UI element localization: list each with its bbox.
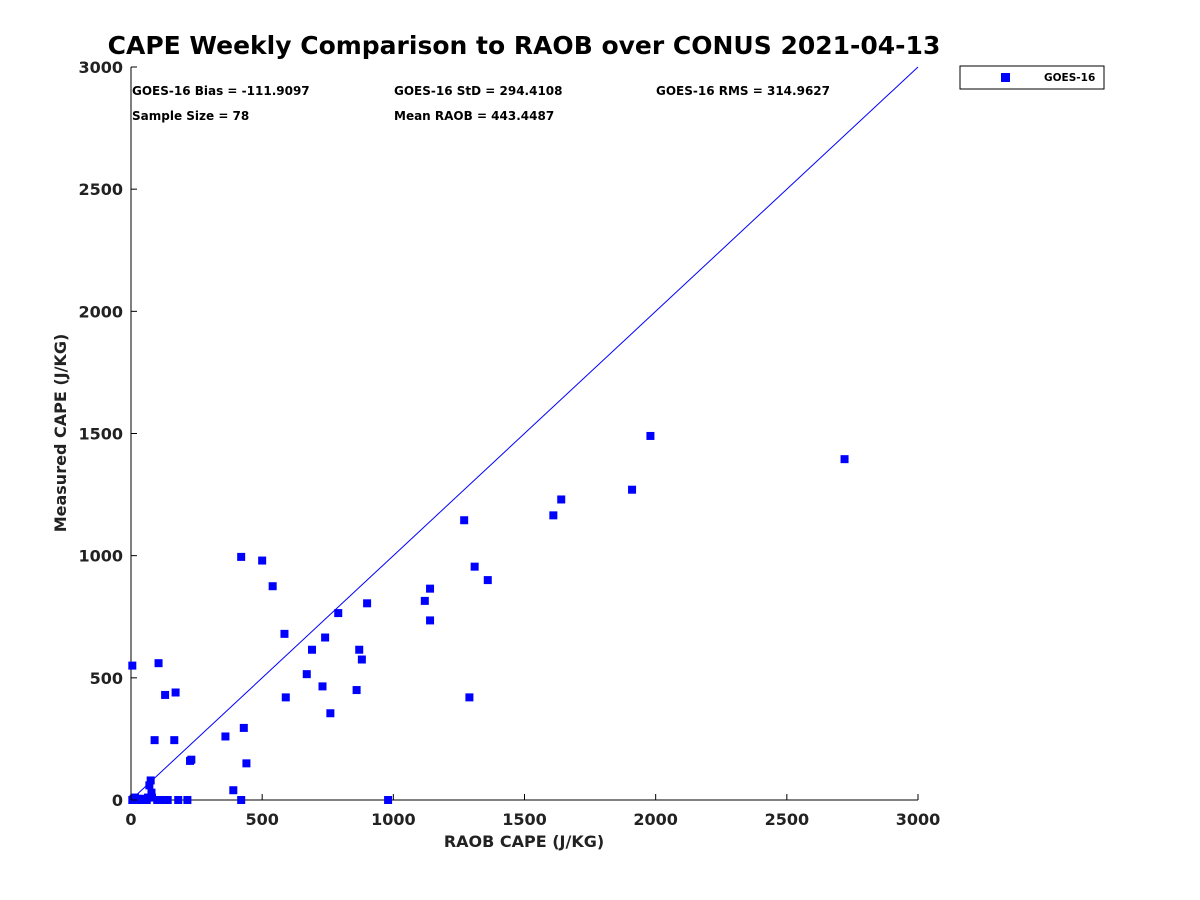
- data-point: [229, 786, 238, 795]
- data-point: [174, 796, 183, 804]
- mean-raob-annotation: Mean RAOB = 443.4487: [394, 109, 554, 123]
- data-point: [163, 796, 172, 804]
- legend-marker-goes16: [1001, 73, 1010, 82]
- data-point: [170, 736, 179, 745]
- data-point: [154, 659, 163, 668]
- data-point: [384, 796, 393, 804]
- data-point: [281, 693, 290, 702]
- reference-line-layer: [130, 66, 919, 801]
- data-point: [321, 633, 330, 642]
- x-tick-label: 500: [245, 810, 278, 829]
- data-point: [145, 781, 154, 790]
- legend-box: [959, 65, 1105, 90]
- data-point: [268, 582, 277, 591]
- data-point: [326, 709, 335, 718]
- y-axis-label: Measured CAPE (J/KG): [51, 334, 70, 533]
- data-point: [237, 552, 246, 561]
- data-point: [258, 556, 267, 565]
- data-point: [646, 431, 655, 440]
- stats-annotations: GOES-16 Bias = -111.9097 GOES-16 StD = 2…: [132, 84, 830, 123]
- x-tick-label: 1500: [502, 810, 547, 829]
- data-points: [128, 431, 849, 804]
- data-point: [460, 516, 469, 525]
- x-tick-label: 2500: [765, 810, 810, 829]
- data-point: [465, 693, 474, 702]
- data-point: [557, 495, 566, 504]
- y-tick-label: 2500: [78, 180, 123, 199]
- data-point: [280, 629, 289, 638]
- y-tick-label: 2000: [78, 302, 123, 321]
- legend: GOES-16: [959, 65, 1105, 90]
- data-point: [161, 690, 170, 699]
- data-point: [426, 616, 435, 625]
- data-point: [318, 682, 327, 691]
- data-point: [420, 596, 429, 605]
- one-to-one-line: [130, 66, 919, 801]
- data-point: [237, 796, 246, 804]
- data-point: [308, 645, 317, 654]
- data-point: [171, 688, 180, 697]
- data-point: [483, 576, 492, 585]
- legend-label-goes16: GOES-16: [1044, 72, 1095, 84]
- y-tick-label: 1000: [78, 547, 123, 566]
- data-point: [147, 793, 156, 802]
- y-tick-label: 500: [90, 669, 123, 688]
- x-tick-label: 1000: [371, 810, 416, 829]
- data-point: [363, 599, 372, 608]
- std-annotation: GOES-16 StD = 294.4108: [394, 84, 563, 98]
- data-point: [183, 796, 192, 804]
- x-tick-label: 3000: [896, 810, 941, 829]
- y-axis-ticks: 0 500 1000 1500 2000 2500 3000: [78, 58, 137, 810]
- data-point: [146, 776, 155, 785]
- data-point: [221, 732, 230, 741]
- data-point: [150, 736, 159, 745]
- x-tick-label: 0: [125, 810, 136, 829]
- bias-annotation: GOES-16 Bias = -111.9097: [132, 84, 310, 98]
- data-point: [239, 723, 248, 732]
- data-point: [242, 759, 251, 768]
- data-point: [628, 485, 637, 494]
- x-axis-label: RAOB CAPE (J/KG): [444, 832, 604, 851]
- data-point: [355, 645, 364, 654]
- y-tick-label: 0: [112, 791, 123, 810]
- data-point: [470, 562, 479, 571]
- y-tick-label: 3000: [78, 58, 123, 77]
- data-point: [147, 788, 156, 797]
- data-point: [426, 584, 435, 593]
- x-axis-ticks: 0 500 1000 1500 2000 2500 3000: [125, 794, 940, 829]
- data-point: [840, 455, 849, 464]
- x-tick-label: 2000: [633, 810, 678, 829]
- data-point: [334, 609, 343, 618]
- chart-title: CAPE Weekly Comparison to RAOB over CONU…: [108, 31, 941, 60]
- rms-annotation: GOES-16 RMS = 314.9627: [656, 84, 830, 98]
- y-tick-label: 1500: [78, 425, 123, 444]
- sample-size-annotation: Sample Size = 78: [132, 109, 249, 123]
- data-point: [302, 670, 311, 679]
- data-point: [549, 511, 558, 520]
- data-point: [187, 755, 196, 764]
- data-point: [128, 661, 137, 670]
- data-point: [352, 686, 361, 695]
- data-point: [357, 655, 366, 664]
